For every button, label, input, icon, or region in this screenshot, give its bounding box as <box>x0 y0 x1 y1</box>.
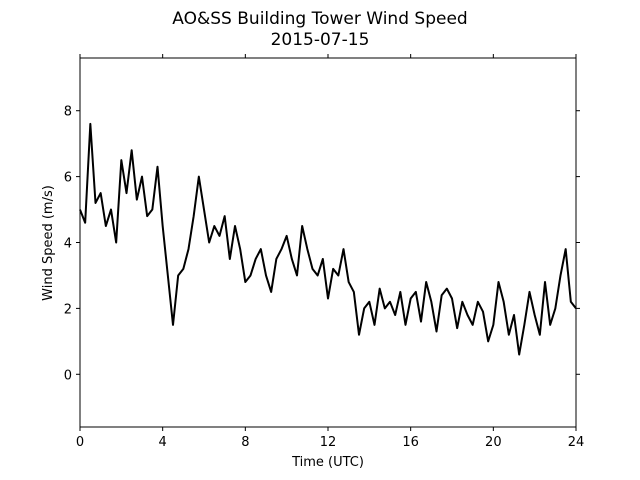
y-tick-label: 0 <box>64 368 72 383</box>
plot-frame <box>79 57 577 428</box>
x-tick-label: 24 <box>568 435 585 450</box>
x-tick-label: 4 <box>159 435 167 450</box>
x-tick-label: 8 <box>241 435 249 450</box>
y-tick-label: 2 <box>64 302 72 317</box>
x-tick-label: 20 <box>485 435 502 450</box>
data-line <box>79 122 577 356</box>
x-tick-label: 12 <box>320 435 337 450</box>
y-tick-label: 4 <box>64 237 72 252</box>
chart-subtitle: 2015-07-15 <box>271 30 370 50</box>
chart-title: AO&SS Building Tower Wind Speed <box>172 9 467 29</box>
x-axis-label: Time (UTC) <box>291 455 364 470</box>
y-tick-label: 8 <box>64 105 72 120</box>
x-tick-label: 16 <box>402 435 419 450</box>
x-tick-label: 0 <box>76 435 84 450</box>
y-axis-label: Wind Speed (m/s) <box>41 185 56 301</box>
y-tick-label: 6 <box>64 171 72 186</box>
